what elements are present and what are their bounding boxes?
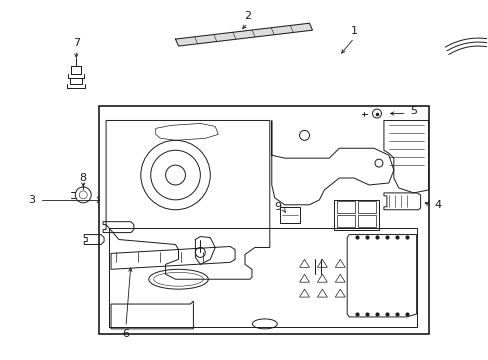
Text: 7: 7 [73,38,80,48]
Text: 6: 6 [122,329,129,339]
Bar [279,207,299,223]
Text: 9: 9 [274,202,281,212]
Bar [334,200,378,230]
Text: 2: 2 [244,11,251,21]
Text: 5: 5 [409,105,416,116]
Text: 4: 4 [434,200,441,210]
Text: 3: 3 [28,195,35,205]
Text: 8: 8 [80,173,87,183]
Bar [337,215,354,227]
Bar [357,201,375,213]
Bar [99,105,427,334]
Bar [337,201,354,213]
Text: 1: 1 [350,26,357,36]
Bar [357,215,375,227]
Polygon shape [175,23,312,46]
